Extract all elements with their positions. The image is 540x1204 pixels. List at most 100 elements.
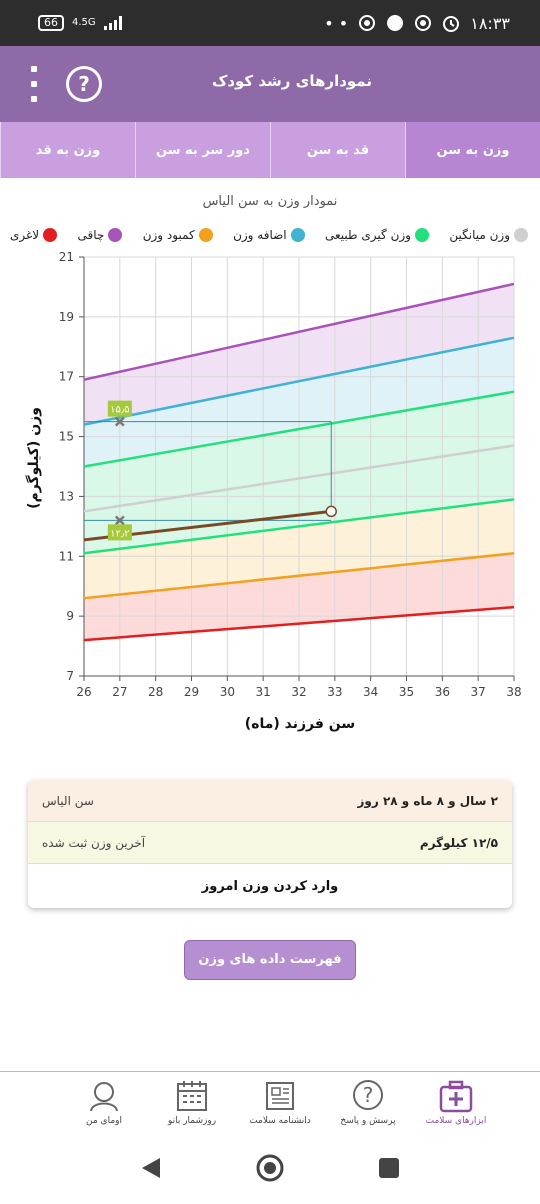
legend-label: وزن گیری طبیعی	[325, 228, 411, 242]
legend-swatch	[414, 228, 429, 242]
battery-indicator: 66	[38, 15, 64, 31]
marker-badge	[107, 524, 132, 541]
nav-label: پرسش و پاسخ	[340, 1116, 396, 1126]
home-icon[interactable]	[256, 1154, 284, 1182]
percentile-line	[83, 390, 515, 468]
status-bar: 66 4.5G • • ۱۸:۳۳	[0, 0, 540, 46]
last-weight-row: آخرین وزن ثبت شده ۱۲/۵ کیلوگرم	[28, 822, 512, 864]
weight-for-age-chart[interactable]: 26 27 28 29 30 31 32 33 34 35 36 37 38 7 9 11 13 15 17 19 21…	[0, 246, 540, 706]
whatsapp-icon	[415, 15, 432, 31]
overflow-menu-icon[interactable]	[24, 66, 44, 102]
percentile-line	[83, 336, 515, 426]
weight-data-list-button[interactable]: فهرست داده های وزن الیاس	[184, 940, 356, 1005]
x-tick-label: 34	[363, 685, 378, 699]
percentile-line	[83, 282, 515, 381]
y-tick-label: 15	[59, 430, 74, 444]
x-tick-label: 28	[148, 685, 163, 699]
y-tick-label: 13	[59, 489, 74, 503]
back-icon[interactable]	[142, 1158, 160, 1178]
percentile-line	[83, 552, 515, 600]
notification-dots: • •	[324, 13, 349, 33]
x-tick-label: 32	[291, 685, 306, 699]
calendar-icon	[177, 1081, 207, 1111]
x-tick-label: 30	[220, 685, 235, 699]
clock: ۱۸:۳۳	[470, 13, 510, 33]
nav-questions-answers[interactable]: ? پرسش و پاسخ	[324, 1072, 412, 1133]
y-tick-label: 9	[66, 609, 74, 623]
percentile-line	[83, 605, 515, 642]
legend-item: وزن گیری طبیعی	[325, 228, 429, 242]
legend-item: کمبود وزن	[143, 228, 213, 242]
tab-weight-for-age[interactable]: وزن به سن	[405, 122, 540, 178]
profile-icon	[90, 1082, 118, 1112]
marker-label: ۱۲٫۲	[110, 528, 129, 539]
last-weight-value: ۱۲/۵ کیلوگرم	[419, 835, 498, 850]
age-label: سن الیاس	[42, 793, 94, 808]
y-tick-label: 17	[59, 370, 74, 384]
legend-label: وزن میانگین	[449, 228, 510, 242]
y-tick-label: 11	[59, 549, 74, 563]
marker-cross	[114, 416, 125, 427]
telegram-icon	[387, 15, 404, 31]
whatsapp-icon	[359, 15, 376, 31]
marker-label: ۱۵٫۵	[110, 405, 129, 416]
network-indicator: 4.5G	[72, 17, 96, 28]
x-tick-label: 26	[76, 685, 91, 699]
x-tick-label: 33	[327, 685, 342, 699]
last-weight-label: آخرین وزن ثبت شده	[42, 835, 146, 850]
legend-swatch	[198, 228, 213, 242]
legend-label: لاغری	[10, 228, 40, 242]
percentile-line	[83, 498, 515, 555]
legend-label: اضافه وزن	[233, 228, 287, 242]
app-title: نمودارهای رشد کودک	[211, 72, 372, 90]
nav-health-encyclopedia[interactable]: دانشنامه سلامت	[236, 1072, 324, 1133]
legend-swatch	[290, 228, 305, 242]
app-bar: ? نمودارهای رشد کودک	[0, 46, 540, 122]
nav-banu-calendar[interactable]: روزشمار بانو	[148, 1072, 236, 1133]
encyclopedia-icon	[266, 1082, 294, 1110]
help-button[interactable]: ?	[66, 66, 102, 102]
nav-label: ابزارهای سلامت	[425, 1116, 487, 1126]
x-tick-label: 29	[184, 685, 199, 699]
x-tick-label: 37	[471, 685, 486, 699]
x-tick-label: 38	[506, 685, 521, 699]
legend-item: وزن میانگین	[449, 228, 528, 242]
legend-item: چاقی	[78, 228, 123, 242]
chart-legend: لاغری چاقی کمبود وزن اضافه وزن وزن گیری …	[10, 228, 528, 242]
legend-swatch	[43, 228, 58, 242]
legend-item: لاغری	[10, 228, 58, 242]
last-weight-point	[325, 505, 337, 518]
alarm-icon	[443, 16, 460, 32]
y-tick-label: 7	[66, 669, 74, 683]
legend-swatch	[514, 228, 528, 242]
x-tick-label: 31	[256, 685, 271, 699]
x-tick-label: 36	[435, 685, 450, 699]
legend-swatch	[108, 228, 123, 242]
marker-badge	[107, 400, 132, 417]
nav-my-profile[interactable]: اومای من	[60, 1072, 148, 1133]
marker-cross	[114, 515, 125, 526]
nav-label: دانشنامه سلامت	[249, 1116, 311, 1126]
x-tick-label: 35	[399, 685, 414, 699]
signal-bars-icon	[103, 16, 122, 30]
legend-label: کمبود وزن	[142, 228, 195, 242]
bottom-navigation: ابزارهای سلامت ? پرسش و پاسخ دانشنامه سل…	[0, 1071, 540, 1133]
tab-height-for-age[interactable]: قد به سن	[270, 122, 405, 178]
y-tick-label: 19	[59, 310, 74, 324]
x-axis-label: سن فرزند (ماه)	[244, 716, 356, 732]
age-value: ۲ سال و ۸ ماه و ۲۸ روز	[357, 793, 499, 808]
legend-item: اضافه وزن	[233, 228, 305, 242]
y-tick-label: 21	[59, 250, 74, 264]
first-aid-kit-icon	[439, 1080, 473, 1113]
x-tick-label: 27	[112, 685, 127, 699]
y-axis-label: وزن (کیلوگرم)	[26, 407, 42, 509]
nav-health-tools[interactable]: ابزارهای سلامت	[412, 1072, 500, 1133]
child-info-card: سن الیاس ۲ سال و ۸ ماه و ۲۸ روز آخرین وز…	[28, 780, 512, 908]
tab-weight-for-height[interactable]: وزن به قد	[0, 122, 135, 178]
recent-apps-icon[interactable]	[379, 1158, 399, 1178]
tab-head-circumference-for-age[interactable]: دور سر به سن	[135, 122, 270, 178]
enter-today-weight-button[interactable]: وارد کردن وزن امروز	[201, 878, 339, 894]
nav-label: اومای من	[86, 1116, 122, 1126]
tab-bar: وزن به سن قد به سن دور سر به سن وزن به ق…	[0, 122, 540, 178]
legend-label: چاقی	[77, 228, 105, 242]
